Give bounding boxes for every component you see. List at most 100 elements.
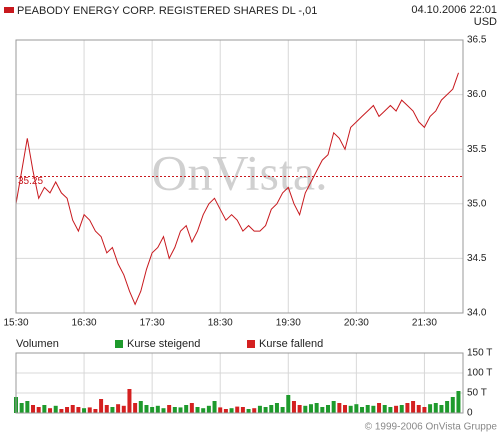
volume-bar [263,407,268,413]
volume-bar [445,401,450,413]
volume-bar [76,407,81,413]
volume-bar [70,405,75,413]
volume-bar [48,408,53,413]
currency: USD [474,16,497,28]
volume-bar [127,389,132,413]
volume-bar [42,405,47,413]
volume-bar [150,407,155,413]
volume-bar [325,405,330,413]
volume-bar [144,405,149,413]
y-tick-label: 50 T [467,388,487,399]
x-tick-label: 21:30 [412,318,437,329]
plot-frame [15,39,464,314]
x-tick-label: 17:30 [140,318,165,329]
reference-label: 35.25 [18,176,43,187]
volume-bar [394,405,399,413]
volume-bar [411,401,416,413]
volume-bar [31,405,36,413]
volume-bar [206,405,211,413]
volume-bar [377,403,382,413]
volume-bar [257,405,262,413]
volume-bar [36,407,41,413]
volume-bar [246,409,251,413]
volume-bar [223,409,228,413]
volume-bar [172,407,177,413]
volume-bar [428,404,433,413]
volume-bar [110,407,115,413]
volume-bar [184,405,189,413]
volume-bar [291,401,296,413]
volume-bar [212,401,217,413]
y-tick-label: 36.0 [467,89,487,100]
volume-bar [422,407,427,413]
volume-bar [161,408,166,413]
volume-bar [201,408,206,413]
volume-bar [450,397,455,413]
volume-bar [286,395,291,413]
volume-bar [229,408,234,413]
volume-bar [99,399,104,413]
volume-bar [65,407,70,413]
volume-bar [439,405,444,413]
volume-bar [87,407,92,413]
volume-bar [252,408,257,413]
date: 04.10.2006 22:01 [411,4,497,16]
watermark: OnVista. [151,144,327,200]
legend-swatch [247,340,255,348]
volume-bar [104,405,109,413]
volume-bar [25,401,30,413]
legend-swatch [115,340,123,348]
volume-bar [331,401,336,413]
volume-bar [388,407,393,413]
volume-bar [53,405,58,413]
volume-bar [133,403,138,413]
volume-bar [360,407,365,413]
volume-bar [167,405,172,413]
volume-bar [365,405,370,413]
y-tick-label: 0 [467,408,473,419]
volume-bar [382,405,387,413]
volume-bar [93,409,98,413]
volume-bar [314,403,319,413]
volume-bar [116,404,121,413]
y-tick-label: 36.5 [467,35,487,46]
plot-area [16,353,463,413]
x-tick-label: 20:30 [344,318,369,329]
x-tick-label: 19:30 [276,318,301,329]
footer: © 1999-2006 OnVista Gruppe [365,422,498,433]
volume-bar [218,407,223,413]
y-tick-label: 100 T [467,368,492,379]
chart-title: Volumen [16,338,59,350]
x-tick-label: 15:30 [3,318,28,329]
volume-bar [82,408,87,413]
volume-bar [456,391,461,413]
volume-bar [416,405,421,413]
x-tick-label: 18:30 [208,318,233,329]
volume-bar [155,405,160,413]
y-tick-label: 35.0 [467,198,487,209]
volume-bar [303,405,308,413]
volume-bar [297,405,302,413]
legend-label: Kurse steigend [127,338,200,350]
legend-swatch [4,7,14,13]
volume-bar [337,403,342,413]
y-tick-label: 34.0 [467,308,487,319]
volume-bar [399,405,404,413]
plot-frame [15,352,464,414]
volume-bar [121,405,126,413]
volume-bar [348,405,353,413]
volume-bar [354,404,359,413]
volume-bar [343,405,348,413]
volume-bar [59,409,64,413]
volume-bar [189,403,194,413]
volume-bar [308,404,313,413]
legend-label: Kurse fallend [259,338,323,350]
legend-label: PEABODY ENERGY CORP. REGISTERED SHARES D… [17,5,317,17]
y-tick-label: 35.5 [467,144,487,155]
x-tick-label: 16:30 [72,318,97,329]
y-tick-label: 34.5 [467,253,487,264]
price-line [15,72,459,306]
y-tick-label: 150 T [467,348,492,359]
volume-bar [269,405,274,413]
